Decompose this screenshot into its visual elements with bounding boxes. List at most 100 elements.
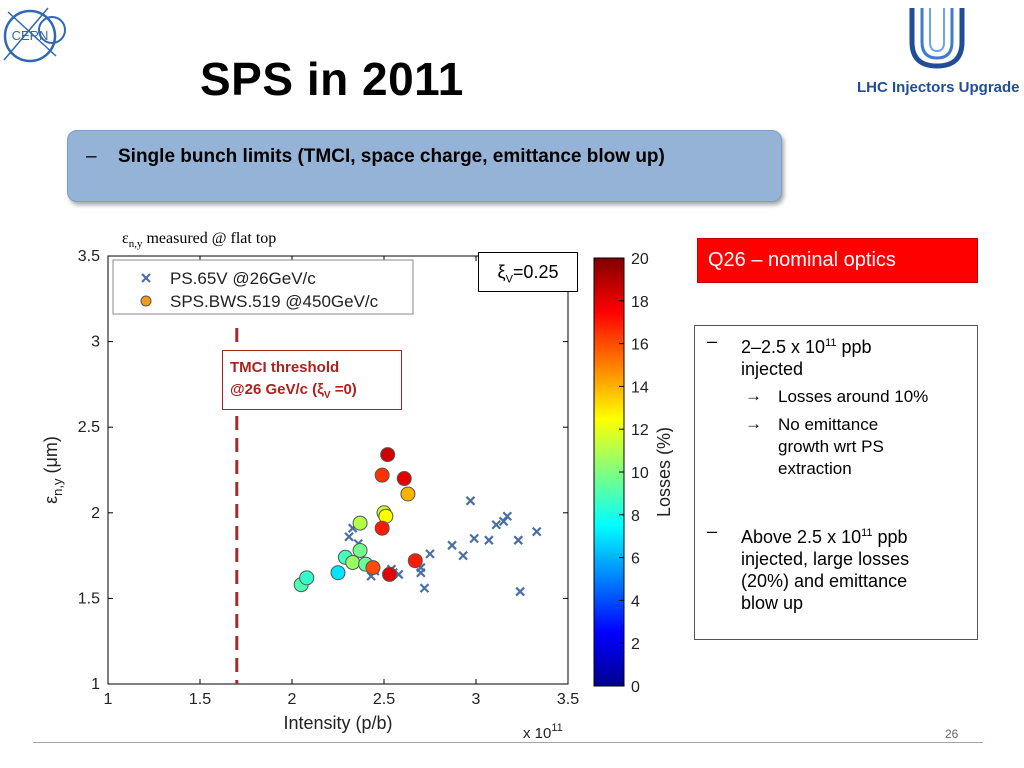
legend-label-ps: PS.65V @26GeV/c	[170, 269, 316, 288]
ps-x-stroke	[513, 535, 524, 545]
info-item1-pre: 2–2.5 x 10	[741, 337, 826, 357]
tmci-line1: TMCI threshold	[230, 359, 340, 376]
sps-circle-point	[407, 553, 423, 569]
ps-x-point	[458, 550, 468, 561]
bullet-dash: –	[86, 146, 97, 167]
info-sub2-line2: growth wrt PS	[778, 437, 884, 456]
colorbar-tick-label: 2	[631, 636, 640, 653]
ps-x-point	[491, 520, 502, 530]
tmci-line2-prefix: @26 GeV/c (	[230, 381, 318, 398]
page-title: SPS in 2011	[200, 53, 464, 105]
ps-x-stroke	[419, 583, 430, 593]
info-item2-dash: –	[707, 521, 718, 541]
sps-circle-point	[380, 447, 396, 463]
y-label-symbol: ε	[41, 496, 61, 504]
axis-ticks: 1 1.5 2 2.5 3 3.5 1 1.5 2 2.5 3 3.5	[78, 248, 579, 708]
ps-x-point	[484, 535, 494, 545]
x-axis-multiplier: x 1011	[523, 722, 563, 742]
info-item1-post: ppb	[836, 337, 872, 357]
x-multiplier-exp: 11	[551, 722, 562, 734]
x-tick-label: 1	[104, 691, 113, 708]
ps-x-point	[531, 526, 542, 537]
xi-subscript: V	[505, 273, 513, 286]
x-axis-label: Intensity (p/b)	[283, 713, 392, 733]
tmci-xi-subscript: V	[323, 390, 331, 401]
ps-x-stroke	[515, 586, 525, 597]
x-tick-label: 1.5	[189, 691, 211, 708]
legend-circle-marker	[140, 295, 152, 307]
info-item2-line4: blow up	[741, 593, 804, 613]
ps-x-point	[513, 535, 524, 545]
colorbar-tick-label: 8	[631, 508, 640, 525]
info-item2-line3: (20%) and emittance	[741, 571, 908, 591]
q26-optics-label: Q26 – nominal optics	[697, 238, 978, 283]
ps-x-stroke	[502, 511, 513, 522]
x-tick-label: 2	[288, 691, 297, 708]
info-item2-post: ppb	[872, 527, 908, 547]
legend: PS.65V @26GeV/c SPS.BWS.519 @450GeV/c	[112, 259, 414, 315]
ps-x-point	[469, 533, 479, 544]
ps-x-point	[502, 511, 513, 522]
y-tick-label: 3	[91, 334, 100, 351]
xi-symbol: ξ	[497, 262, 506, 282]
colorbar-label: Losses (%)	[654, 427, 673, 517]
data-points	[293, 447, 542, 597]
info-item2-line2: injected, large losses	[741, 549, 910, 569]
plot-caption-symbol: ε	[122, 230, 129, 247]
cern-logo-text: CERN	[12, 28, 49, 43]
info-sub2-arrow: →	[745, 414, 762, 433]
y-tick-label: 1.5	[78, 590, 100, 607]
sps-circle-point	[299, 570, 315, 586]
sps-circle-point	[382, 566, 398, 582]
plot-caption-subscript: n,y	[128, 238, 143, 251]
colorbar-tick-label: 14	[631, 379, 649, 396]
ps-x-stroke	[425, 549, 435, 559]
info-sub2: No emittance growth wrt PS extraction	[778, 414, 884, 480]
ps-x-point	[419, 583, 430, 593]
lhc-injectors-upgrade-logo: LHC Injectors Upgrade	[850, 4, 1024, 104]
y-tick-label: 2	[91, 505, 100, 522]
colorbar: 0 2 4 6 8 10 12 14 16 18 20 Losses (%)	[593, 251, 673, 696]
tmci-line2: @26 GeV/c (ξV =0)	[230, 379, 401, 407]
info-item1-dash: –	[707, 331, 718, 351]
ps-x-point	[515, 586, 525, 597]
colorbar-tick-label: 6	[631, 551, 640, 568]
colorbar-tick-label: 4	[631, 593, 640, 610]
info-item2-sup: 11	[861, 527, 873, 539]
ps-x-stroke	[447, 540, 457, 551]
colorbar-tick-label: 18	[631, 294, 649, 311]
plot-area	[107, 255, 569, 685]
tmci-line2-suffix: =0)	[330, 381, 357, 398]
chromaticity-box: ξV=0.25	[478, 252, 578, 292]
info-sub1-arrow: →	[745, 386, 762, 405]
ps-x-stroke	[469, 533, 479, 544]
info-sub2-line3: extraction	[778, 459, 852, 478]
y-axis-label: εn,y (μm)	[41, 436, 65, 504]
ps-x-stroke	[416, 562, 426, 573]
footer-divider	[33, 742, 983, 743]
info-item2: Above 2.5 x 1011 ppb injected, large los…	[741, 522, 909, 614]
axis-labels: Intensity (p/b) x 1011 εn,y (μm)	[41, 436, 563, 742]
sps-circle-point	[352, 542, 368, 558]
page-number: 26	[945, 727, 959, 741]
info-box: – 2–2.5 x 1011 ppb injected → Losses aro…	[694, 325, 978, 640]
cern-logo: CERN	[0, 0, 81, 81]
tmci-threshold-label: TMCI threshold @26 GeV/c (ξV =0)	[222, 350, 402, 410]
colorbar-tick-label: 0	[631, 679, 640, 696]
y-label-subscript: n,y	[50, 478, 65, 496]
legend-label-sps: SPS.BWS.519 @450GeV/c	[170, 292, 379, 311]
ps-x-point	[447, 540, 457, 551]
plot-caption-text: measured @ flat top	[142, 230, 277, 247]
y-label-unit: (μm)	[41, 436, 61, 478]
legend-x-marker	[141, 273, 151, 283]
info-item1-sup: 11	[825, 337, 837, 349]
ps-x-stroke	[491, 520, 502, 530]
info-item2-pre: Above 2.5 x 10	[741, 527, 862, 547]
sps-circle-point	[374, 467, 390, 483]
info-item1-line1: 2–2.5 x 1011 ppb	[741, 332, 872, 358]
ps-x-stroke	[484, 535, 494, 545]
colorbar-tick-label: 16	[631, 337, 649, 354]
ps-x-stroke	[344, 531, 354, 542]
colorbar-tick-label: 20	[631, 251, 649, 268]
info-sub2-line1: No emittance	[778, 415, 879, 434]
